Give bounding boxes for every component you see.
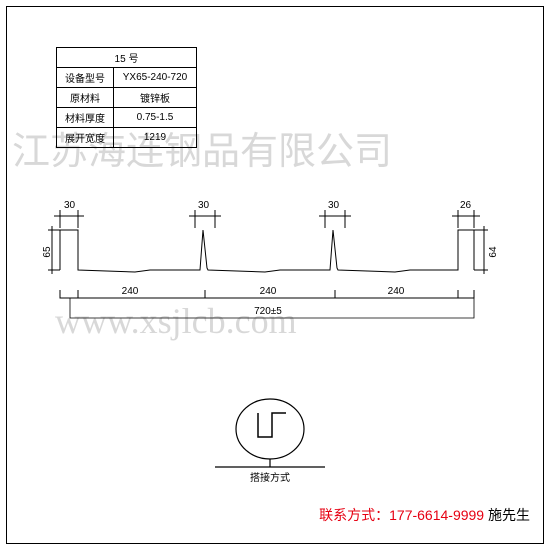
spec-label: 设备型号 [57, 68, 114, 88]
dim-top: 30 [198, 200, 210, 211]
dim-seg: 240 [388, 286, 405, 297]
dim-height-left: 65 [42, 246, 53, 258]
joint-detail: 搭接方式 [200, 395, 340, 490]
spec-value: 1219 [114, 128, 197, 148]
spec-value: 0.75-1.5 [114, 108, 197, 128]
profile-drawing: 30 30 30 26 65 64 240 240 240 720±5 [40, 190, 510, 340]
dim-seg: 240 [122, 286, 139, 297]
contact-name: 施先生 [484, 507, 530, 523]
spec-table: 15 号 设备型号YX65-240-720 原材料镀锌板 材料厚度0.75-1.… [56, 47, 197, 148]
dim-height-right: 64 [488, 246, 499, 258]
spec-value: YX65-240-720 [114, 68, 197, 88]
detail-label: 搭接方式 [250, 471, 290, 484]
dim-total: 720±5 [254, 306, 282, 317]
dim-top: 30 [64, 200, 76, 211]
spec-value: 镀锌板 [114, 88, 197, 108]
dim-top: 26 [460, 200, 472, 211]
spec-label: 材料厚度 [57, 108, 114, 128]
spec-label: 原材料 [57, 88, 114, 108]
contact-phone: 177-6614-9999 [389, 507, 484, 523]
contact-prefix: 联系方式： [319, 507, 389, 523]
spec-title: 15 号 [57, 48, 197, 68]
spec-label: 展开宽度 [57, 128, 114, 148]
dim-top: 30 [328, 200, 340, 211]
contact-line: 联系方式：177-6614-9999 施先生 [319, 505, 530, 525]
dim-seg: 240 [260, 286, 277, 297]
